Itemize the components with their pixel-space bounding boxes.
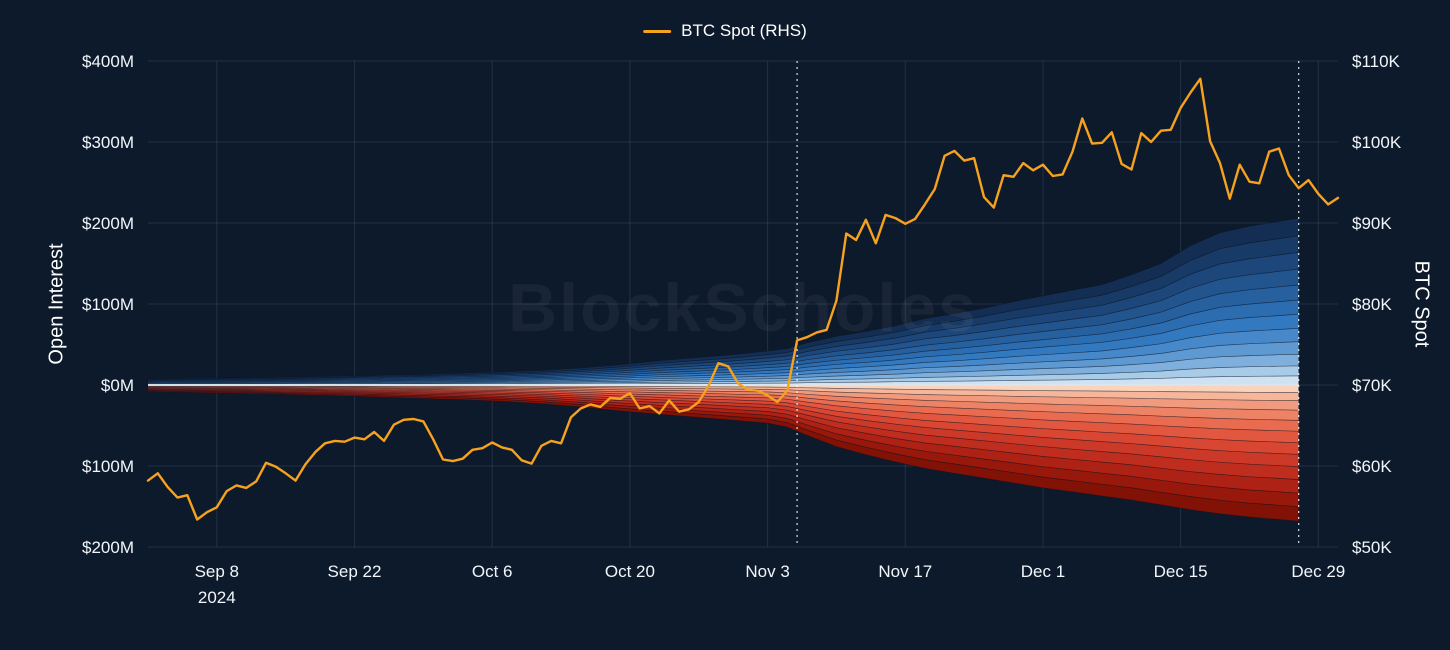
- legend-label: BTC Spot (RHS): [681, 21, 807, 40]
- x-tick-label: Dec 15: [1154, 562, 1208, 581]
- right-tick-label: $70K: [1352, 376, 1392, 395]
- right-tick-label: $60K: [1352, 457, 1392, 476]
- x-tick-label: Dec 1: [1021, 562, 1065, 581]
- right-tick-label: $100K: [1352, 133, 1402, 152]
- left-tick-label: $100M: [82, 457, 134, 476]
- x-tick-label: Dec 29: [1291, 562, 1345, 581]
- right-axis-title: BTC Spot: [1410, 260, 1433, 348]
- x-tick-sublabel: 2024: [198, 588, 236, 607]
- left-tick-label: $200M: [82, 214, 134, 233]
- call-oi-bands: [147, 217, 1300, 386]
- left-axis-title: Open Interest: [45, 243, 68, 365]
- left-tick-label: $0M: [101, 376, 134, 395]
- legend-line-swatch: [643, 29, 672, 33]
- x-tick-label: Sep 22: [328, 562, 382, 581]
- axis-tick-labels: $400M $300M $200M $100M $0M $100M $200M $110K $1…: [82, 52, 1402, 607]
- x-tick-label: Nov 17: [878, 562, 932, 581]
- legend[interactable]: BTC Spot (RHS): [643, 21, 807, 41]
- right-tick-label: $90K: [1352, 214, 1392, 233]
- left-tick-label: $100M: [82, 295, 134, 314]
- right-tick-label: $80K: [1352, 295, 1392, 314]
- left-tick-label: $400M: [82, 52, 134, 71]
- x-tick-label: Oct 20: [605, 562, 655, 581]
- x-tick-label: Oct 6: [472, 562, 513, 581]
- btc-spot-line: [146, 77, 1340, 521]
- right-tick-label: $110K: [1352, 52, 1401, 71]
- x-tick-label: Nov 3: [745, 562, 789, 581]
- put-oi-bands: [147, 384, 1300, 522]
- left-tick-label: $300M: [82, 133, 134, 152]
- right-tick-label: $50K: [1352, 538, 1392, 557]
- left-tick-label: $200M: [82, 538, 134, 557]
- x-tick-label: Sep 8: [195, 562, 239, 581]
